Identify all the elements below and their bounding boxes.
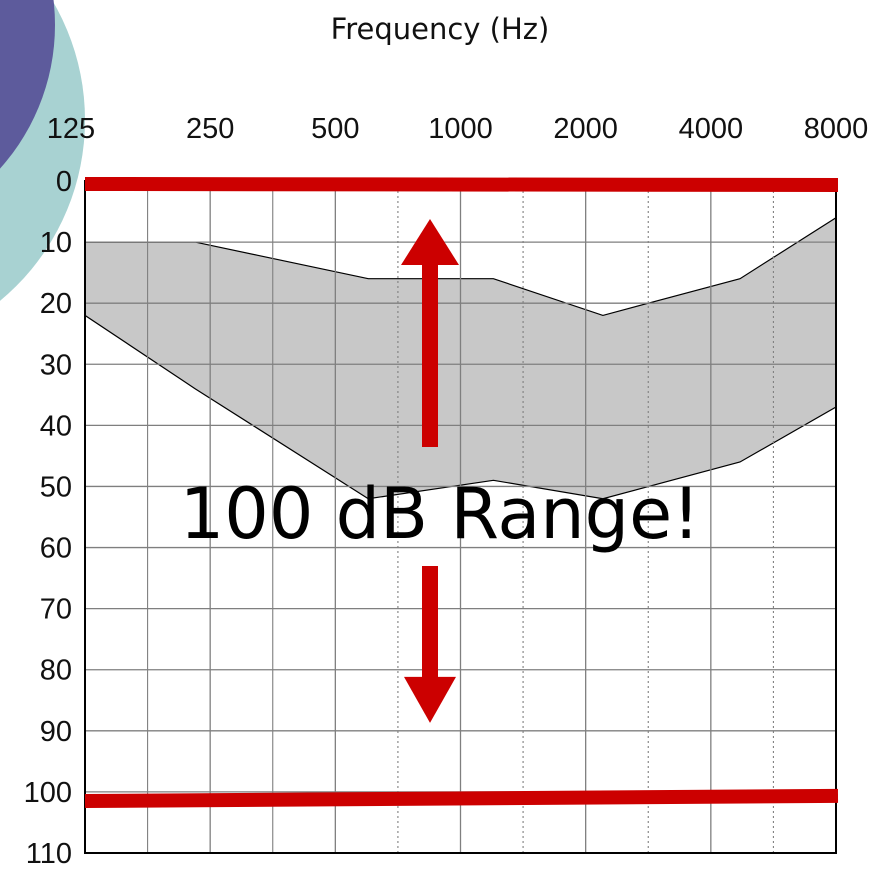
x-tick-label: 1000 — [428, 113, 493, 145]
x-axis-title: Frequency (Hz) — [330, 12, 550, 46]
x-tick-label: 4000 — [679, 113, 744, 145]
y-tick-label: 30 — [40, 349, 72, 381]
reference-line — [84, 788, 839, 809]
arrow-down-head — [404, 676, 456, 723]
y-tick-label: 100 — [24, 777, 72, 809]
y-tick-label: 60 — [40, 533, 72, 565]
y-tick-label: 10 — [40, 227, 72, 259]
y-tick-label: 50 — [40, 471, 72, 503]
x-tick-label: 8000 — [804, 113, 869, 145]
y-tick-label: 110 — [26, 838, 72, 870]
reference-line — [84, 177, 839, 192]
x-tick-label: 125 — [47, 113, 95, 145]
y-tick-label: 0 — [56, 166, 72, 198]
y-tick-label: 80 — [40, 655, 72, 687]
range-annotation-text: 100 dB Range! — [180, 473, 701, 555]
y-tick-label: 90 — [40, 716, 72, 748]
x-tick-label: 250 — [186, 113, 234, 145]
y-tick-label: 40 — [40, 410, 72, 442]
y-tick-label: 20 — [40, 288, 72, 320]
x-tick-label: 500 — [311, 113, 359, 145]
arrow-up-head — [401, 219, 459, 265]
x-tick-label: 2000 — [553, 113, 618, 145]
y-tick-label: 70 — [40, 594, 72, 626]
purple-circle-decoration — [0, 0, 55, 169]
